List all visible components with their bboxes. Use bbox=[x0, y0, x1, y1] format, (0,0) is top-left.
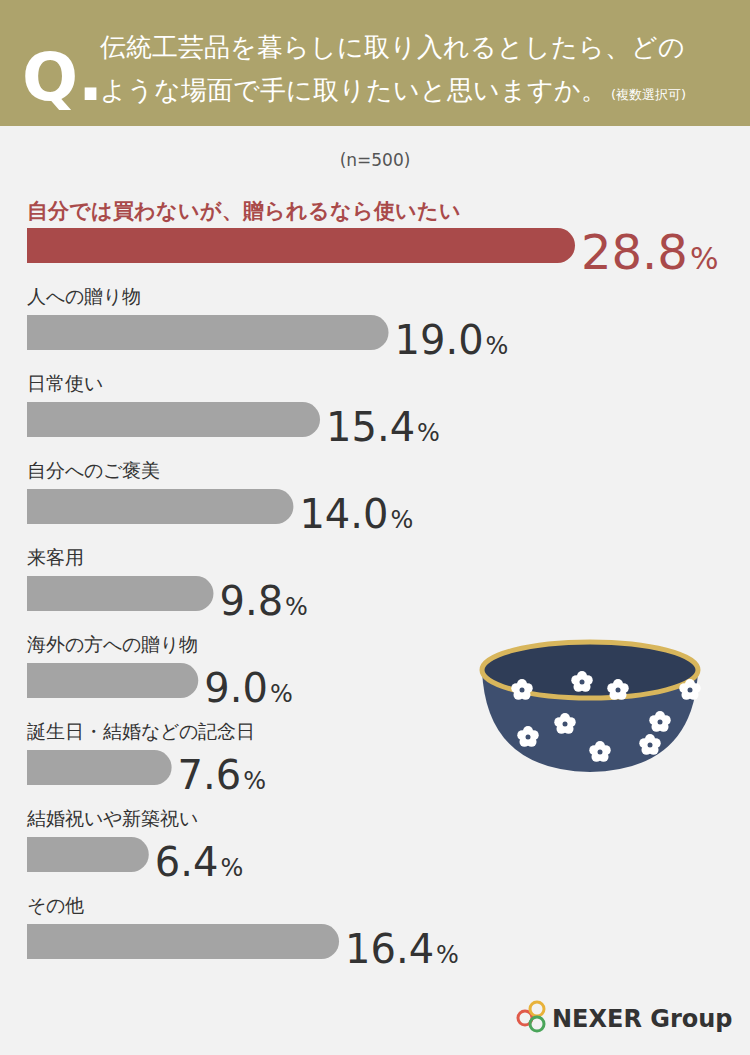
flower-center bbox=[526, 735, 531, 740]
category-label: 来客用 bbox=[27, 546, 84, 568]
bowl-flower bbox=[649, 711, 670, 732]
data-label: 16.4% bbox=[345, 926, 459, 972]
flower-center bbox=[658, 720, 663, 725]
logo-ring bbox=[530, 1017, 544, 1031]
bar bbox=[27, 837, 149, 872]
labels: 自分では買わないが、贈られるなら使いたい 28.8% 人への贈り物 19.0% 日常使い… bbox=[26, 199, 718, 972]
bowl-flower bbox=[679, 679, 700, 700]
flower-center bbox=[598, 750, 603, 755]
petal bbox=[511, 683, 521, 693]
data-label-unit: % bbox=[220, 854, 243, 882]
bars bbox=[27, 228, 575, 959]
data-label-number: 19.0 bbox=[395, 317, 484, 363]
bowl-flower bbox=[571, 671, 592, 692]
bar bbox=[27, 489, 293, 524]
logo bbox=[518, 1002, 544, 1031]
bowl-flower bbox=[511, 679, 532, 700]
category-label: 人への贈り物 bbox=[27, 285, 141, 307]
data-label-number: 9.8 bbox=[219, 578, 283, 624]
petal bbox=[517, 730, 527, 740]
data-label-number: 7.6 bbox=[178, 752, 242, 798]
title-line: 伝統工芸品を暮らしに取り入れるとしたら、どの bbox=[100, 32, 685, 62]
data-label: 14.0% bbox=[299, 491, 413, 537]
data-label-unit: % bbox=[417, 419, 440, 447]
subtitle: (複数選択可) bbox=[611, 87, 686, 102]
data-label-unit: % bbox=[270, 680, 293, 708]
data-label-unit: % bbox=[390, 506, 413, 534]
title: 伝統工芸品を暮らしに取り入れるとしたら、どのような場面で手に取りたいと思いますか… bbox=[100, 32, 686, 105]
data-label: 19.0% bbox=[395, 317, 509, 363]
title-line: ような場面で手に取りたいと思いますか。 bbox=[100, 75, 607, 105]
bar bbox=[27, 315, 389, 350]
data-label-number: 9.0 bbox=[204, 665, 268, 711]
bowl-flower bbox=[554, 713, 575, 734]
data-label-number: 6.4 bbox=[155, 839, 219, 885]
category-label: 自分では買わないが、贈られるなら使いたい bbox=[27, 199, 461, 223]
data-label-unit: % bbox=[436, 941, 459, 969]
background bbox=[0, 0, 750, 1055]
bar bbox=[27, 402, 320, 437]
data-label: 9.0% bbox=[204, 665, 292, 711]
bowl-flower bbox=[589, 741, 610, 762]
bar bbox=[27, 750, 172, 785]
bar bbox=[27, 924, 339, 959]
petal bbox=[649, 715, 659, 725]
bowl-illustration bbox=[482, 642, 701, 772]
flower-center bbox=[688, 688, 693, 693]
bar bbox=[27, 576, 213, 611]
data-label-unit: % bbox=[690, 241, 719, 276]
bowl-flower bbox=[639, 734, 660, 755]
data-label-number: 16.4 bbox=[345, 926, 434, 972]
category-label: 自分へのご褒美 bbox=[27, 459, 160, 481]
data-label-number: 28.8 bbox=[581, 224, 688, 280]
flower-center bbox=[648, 743, 653, 748]
category-label: 日常使い bbox=[27, 372, 103, 394]
petal bbox=[589, 745, 599, 755]
petal bbox=[554, 717, 564, 727]
data-label: 6.4% bbox=[155, 839, 243, 885]
data-label: 15.4% bbox=[326, 404, 440, 450]
logo-text: NEXER Group bbox=[552, 1005, 733, 1033]
category-label: その他 bbox=[27, 894, 84, 916]
data-label-unit: % bbox=[285, 593, 308, 621]
flower-center bbox=[616, 688, 621, 693]
bar bbox=[27, 663, 198, 698]
petal bbox=[571, 675, 581, 685]
bowl-flower bbox=[517, 726, 538, 747]
chart-root: Q.伝統工芸品を暮らしに取り入れるとしたら、どのような場面で手に取りたいと思いま… bbox=[0, 0, 750, 1055]
petal bbox=[607, 683, 617, 693]
data-label-unit: % bbox=[486, 332, 509, 360]
data-label-number: 14.0 bbox=[299, 491, 388, 537]
logo-ring bbox=[530, 1002, 544, 1016]
category-label: 結婚祝いや新築祝い bbox=[26, 807, 198, 829]
bowl-flower bbox=[607, 679, 628, 700]
data-label: 7.6% bbox=[178, 752, 266, 798]
header-band bbox=[0, 0, 750, 126]
flower-center bbox=[520, 688, 525, 693]
sample-size: (n=500) bbox=[340, 150, 411, 170]
data-label-unit: % bbox=[243, 767, 266, 795]
bar bbox=[27, 228, 575, 263]
flower-center bbox=[563, 722, 568, 727]
data-label: 9.8% bbox=[219, 578, 307, 624]
data-label-number: 15.4 bbox=[326, 404, 415, 450]
petal bbox=[679, 683, 689, 693]
question-marker: Q. bbox=[22, 39, 103, 116]
category-label: 海外の方への贈り物 bbox=[27, 633, 198, 655]
petal bbox=[639, 738, 649, 748]
bowl-rim bbox=[482, 642, 698, 698]
data-label: 28.8% bbox=[581, 224, 718, 280]
category-label: 誕生日・結婚などの記念日 bbox=[27, 720, 255, 742]
flower-center bbox=[580, 680, 585, 685]
